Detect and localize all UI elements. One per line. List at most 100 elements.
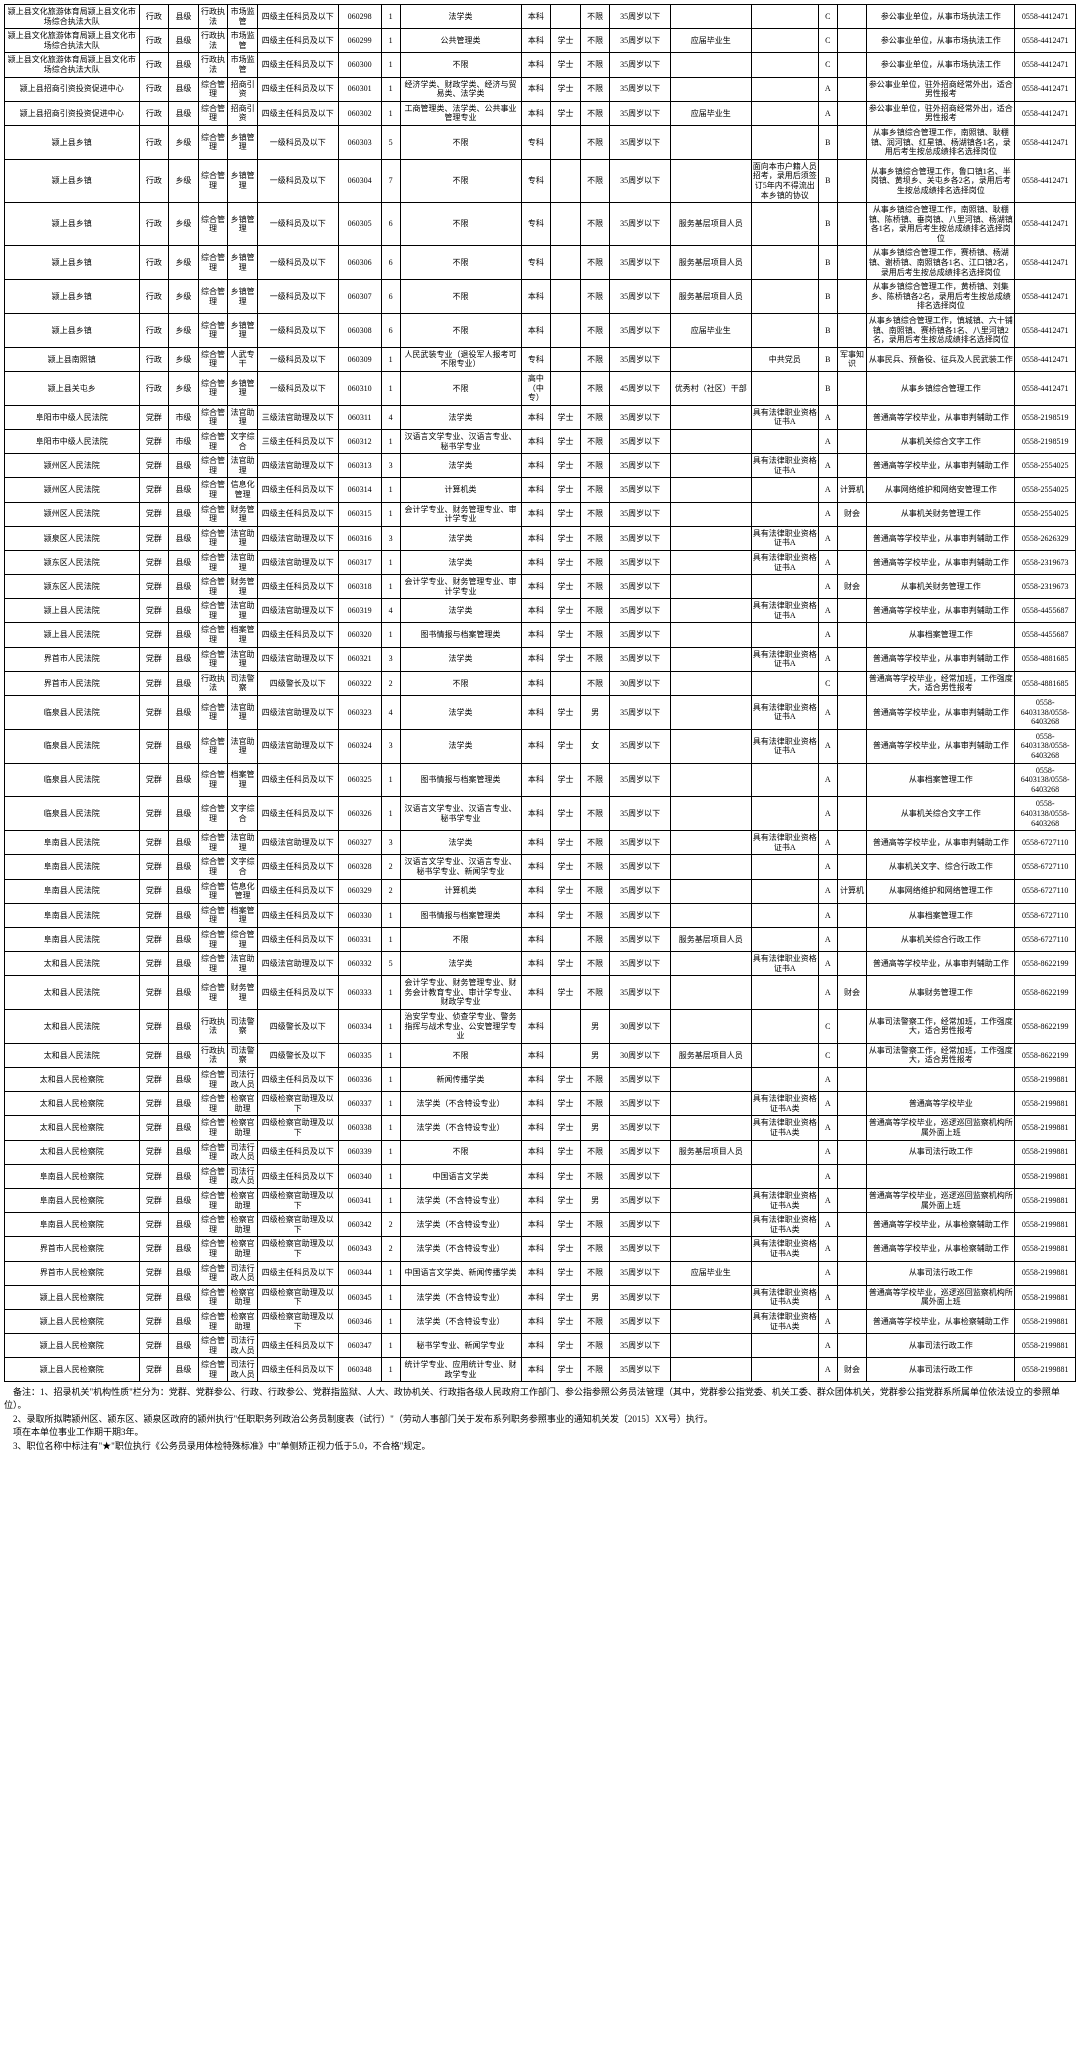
- table-cell: 党群: [139, 903, 169, 927]
- table-cell: 学士: [551, 1285, 581, 1309]
- table-cell: 阜南县人民法院: [5, 831, 140, 855]
- table-cell: 从事乡镇综合管理工作，慎城镇、六十铺镇、南照镇、赛桥镇各1名、八里河镇2名，录用…: [867, 314, 1015, 348]
- table-cell: 2: [381, 855, 400, 879]
- table-cell: 党群: [139, 623, 169, 647]
- table-cell: 本科: [521, 1188, 551, 1212]
- table-cell: [751, 314, 818, 348]
- table-row: 颍上县乡镇行政乡级综合管理乡镇管理一级科员及以下0603066不限专科不限35周…: [5, 246, 1076, 280]
- table-cell: 档案管理: [228, 903, 258, 927]
- table-cell: 35周岁以下: [610, 575, 671, 599]
- table-cell: 普通高等学校毕业，从事审判辅助工作: [867, 831, 1015, 855]
- table-cell: [751, 903, 818, 927]
- table-cell: [670, 347, 751, 371]
- table-cell: 县级: [169, 1092, 199, 1116]
- table-cell: 综合管理: [198, 729, 228, 763]
- table-cell: 综合管理: [198, 246, 228, 280]
- table-cell: 从事司法行政工作: [867, 1261, 1015, 1285]
- table-cell: 行政执法: [198, 1010, 228, 1044]
- table-cell: 县级: [169, 1213, 199, 1237]
- table-cell: 党群: [139, 976, 169, 1010]
- table-cell: 四级警长及以下: [257, 1010, 338, 1044]
- table-cell: 本科: [521, 280, 551, 314]
- table-cell: 本科: [521, 763, 551, 797]
- table-cell: 本科: [521, 1164, 551, 1188]
- table-cell: 法学类: [400, 405, 521, 429]
- table-cell: [837, 831, 867, 855]
- table-cell: 1: [381, 623, 400, 647]
- table-row: 太和县人民法院党群县级综合管理财务管理四级主任科员及以下0603331会计学专业…: [5, 976, 1076, 1010]
- table-cell: 市级: [169, 429, 199, 453]
- table-row: 颍上县人民法院党群县级综合管理法官助理四级法官助理及以下0603194法学类本科…: [5, 599, 1076, 623]
- note-line: 项在本单位事业工作期干期3年。: [4, 1426, 1076, 1439]
- table-cell: 学士: [551, 77, 581, 101]
- table-cell: 综合管理: [198, 1237, 228, 1261]
- table-row: 颍上县人民检察院党群县级综合管理司法行政人员四级主任科员及以下0603481统计…: [5, 1358, 1076, 1382]
- table-cell: 县级: [169, 526, 199, 550]
- table-cell: 普通高等学校毕业，从事审判辅助工作: [867, 696, 1015, 730]
- table-cell: 不限: [580, 526, 610, 550]
- table-cell: 综合管理: [198, 77, 228, 101]
- table-cell: 四级主任科员及以下: [257, 903, 338, 927]
- table-cell: 本科: [521, 879, 551, 903]
- table-cell: 县级: [169, 879, 199, 903]
- table-cell: 女: [580, 729, 610, 763]
- table-cell: 35周岁以下: [610, 976, 671, 1010]
- table-cell: 四级检察官助理及以下: [257, 1237, 338, 1261]
- table-cell: [751, 575, 818, 599]
- table-cell: 四级主任科员及以下: [257, 1068, 338, 1092]
- table-cell: 男: [580, 1285, 610, 1309]
- table-cell: 三级法官助理及以下: [257, 405, 338, 429]
- table-cell: [551, 927, 581, 951]
- table-cell: 综合管理: [198, 1068, 228, 1092]
- table-cell: [751, 1358, 818, 1382]
- table-cell: 不限: [400, 314, 521, 348]
- table-cell: 不限: [580, 550, 610, 574]
- table-cell: B: [818, 246, 837, 280]
- table-cell: 综合管理: [198, 405, 228, 429]
- table-cell: 综合管理: [198, 502, 228, 526]
- table-cell: 1: [381, 101, 400, 125]
- table-cell: 财会: [837, 976, 867, 1010]
- table-cell: 党群: [139, 1164, 169, 1188]
- table-cell: A: [818, 797, 837, 831]
- table-cell: 太和县人民检察院: [5, 1116, 140, 1140]
- table-cell: 3: [381, 647, 400, 671]
- table-cell: 县级: [169, 1140, 199, 1164]
- table-cell: 市级: [169, 405, 199, 429]
- table-cell: A: [818, 405, 837, 429]
- table-cell: 060329: [338, 879, 381, 903]
- table-cell: 从事网络维护和网络安管理工作: [867, 478, 1015, 502]
- table-cell: 财务管理: [228, 976, 258, 1010]
- table-cell: [751, 478, 818, 502]
- table-cell: [670, 1213, 751, 1237]
- table-cell: 本科: [521, 5, 551, 29]
- table-cell: 从事机关财务管理工作: [867, 502, 1015, 526]
- table-cell: 颍上县关屯乡: [5, 372, 140, 406]
- table-cell: A: [818, 429, 837, 453]
- table-row: 颍上县人民法院党群县级综合管理档案管理四级主任科员及以下0603201图书情报与…: [5, 623, 1076, 647]
- table-cell: [670, 623, 751, 647]
- table-cell: [837, 125, 867, 159]
- table-cell: 综合管理: [198, 831, 228, 855]
- table-cell: 060323: [338, 696, 381, 730]
- table-cell: [751, 623, 818, 647]
- table-cell: 35周岁以下: [610, 550, 671, 574]
- table-cell: 法学类: [400, 831, 521, 855]
- table-cell: [751, 5, 818, 29]
- table-cell: 乡级: [169, 159, 199, 202]
- table-cell: 县级: [169, 976, 199, 1010]
- table-cell: [837, 1188, 867, 1212]
- table-cell: 会计学专业、财务管理专业、审计学专业: [400, 575, 521, 599]
- table-cell: 本科: [521, 1261, 551, 1285]
- table-cell: 1: [381, 1116, 400, 1140]
- table-cell: 信息化管理: [228, 879, 258, 903]
- table-cell: 35周岁以下: [610, 879, 671, 903]
- table-cell: 司法行政人员: [228, 1140, 258, 1164]
- table-cell: 四级主任科员及以下: [257, 879, 338, 903]
- table-cell: [551, 203, 581, 246]
- table-cell: 法学类: [400, 454, 521, 478]
- table-row: 太和县人民检察院党群县级综合管理检察官助理四级检察官助理及以下0603371法学…: [5, 1092, 1076, 1116]
- table-cell: 检察官助理: [228, 1213, 258, 1237]
- table-cell: 县级: [169, 1309, 199, 1333]
- table-cell: [670, 478, 751, 502]
